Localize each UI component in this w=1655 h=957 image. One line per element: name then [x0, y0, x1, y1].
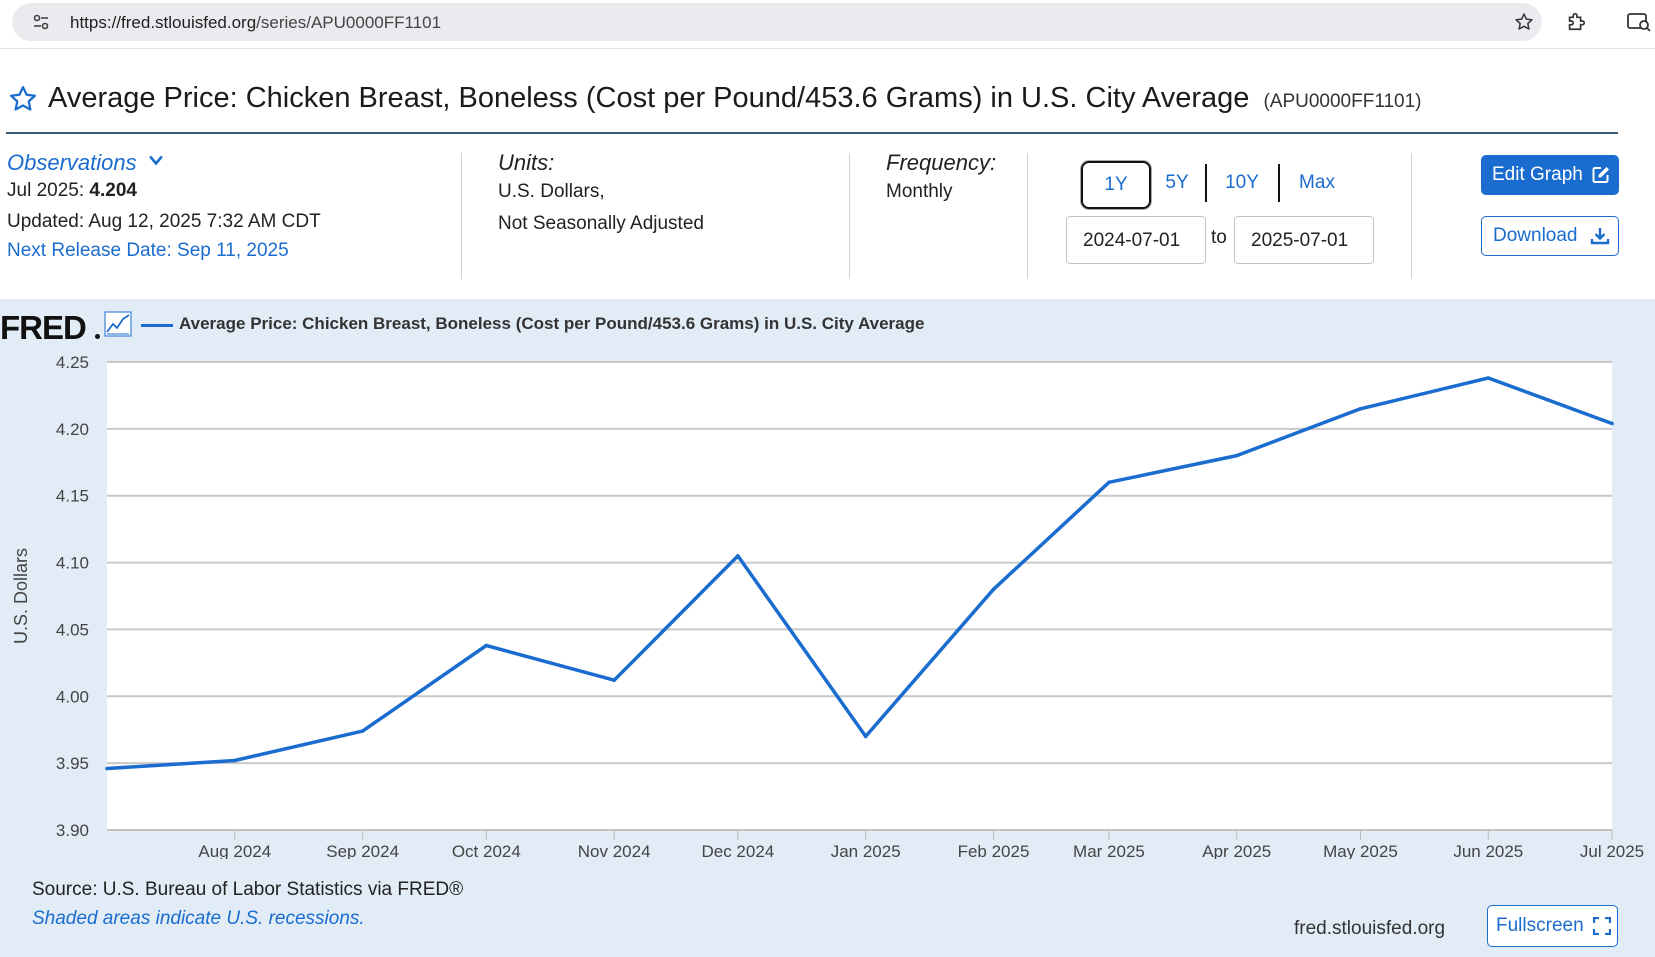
- y-tick-label: 3.90: [56, 821, 89, 840]
- data-point: [233, 758, 237, 763]
- latest-observation: Jul 2025: 4.204: [7, 180, 137, 202]
- column-divider: [1411, 153, 1412, 279]
- end-date-input[interactable]: 2025-07-01: [1234, 216, 1374, 264]
- data-point: [1610, 421, 1614, 426]
- units-line-2: Not Seasonally Adjusted: [498, 213, 704, 234]
- x-tick-label: Sep 2024: [326, 842, 399, 859]
- range-button-1y[interactable]: 1Y: [1081, 161, 1151, 209]
- y-tick-label: 3.95: [56, 754, 89, 773]
- legend-swatch: [141, 324, 173, 327]
- tab-search-icon[interactable]: [1627, 12, 1651, 32]
- download-button[interactable]: Download: [1481, 216, 1619, 256]
- frequency-panel: Frequency: Monthly: [886, 150, 997, 202]
- x-tick-label: Feb 2025: [958, 842, 1030, 859]
- observations-dropdown[interactable]: Observations: [7, 150, 165, 176]
- chevron-down-icon: [149, 155, 163, 166]
- data-point: [1234, 453, 1239, 458]
- legend-label: Average Price: Chicken Breast, Boneless …: [179, 314, 925, 333]
- updated-text: Updated: Aug 12, 2025 7:32 AM CDT: [7, 211, 321, 232]
- x-tick-label: May 2025: [1323, 842, 1398, 859]
- y-tick-label: 4.20: [56, 420, 89, 439]
- frequency-value: Monthly: [886, 181, 953, 202]
- column-divider: [849, 153, 850, 279]
- page-title: Average Price: Chicken Breast, Boneless …: [48, 82, 1422, 115]
- x-tick-label: Dec 2024: [701, 842, 774, 859]
- observations-link[interactable]: Observations: [7, 150, 137, 175]
- column-divider: [461, 153, 462, 279]
- series-title-text: Average Price: Chicken Breast, Boneless …: [48, 82, 1250, 114]
- edit-graph-label: Edit Graph: [1492, 164, 1583, 185]
- series-id: (APU0000FF1101): [1263, 91, 1422, 112]
- url-host: https://fred.stlouisfed.org: [70, 13, 257, 32]
- x-tick-label: Nov 2024: [578, 842, 651, 859]
- data-point: [1358, 407, 1363, 411]
- fred-site-url: fred.stlouisfed.org: [1294, 918, 1446, 939]
- range-button-5y[interactable]: 5Y: [1165, 172, 1189, 193]
- browser-toolbar: https://fred.stlouisfed.org/series/APU00…: [0, 0, 1655, 49]
- y-tick-label: 4.05: [56, 620, 89, 639]
- x-tick-label: Jul 2025: [1580, 842, 1644, 859]
- x-tick-label: Mar 2025: [1073, 842, 1145, 859]
- range-button-10y[interactable]: 10Y: [1225, 172, 1259, 193]
- units-panel: Units: U.S. Dollars, Not Seasonally Adju…: [498, 150, 704, 234]
- url-text: https://fred.stlouisfed.org/series/APU00…: [70, 13, 441, 33]
- data-point: [1486, 376, 1491, 380]
- range-separator: [1205, 164, 1207, 202]
- data-point: [863, 734, 868, 739]
- data-point: [736, 554, 740, 558]
- latest-observation-value: 4.204: [89, 180, 137, 201]
- y-tick-label: 4.10: [56, 554, 89, 573]
- range-button-max[interactable]: Max: [1299, 172, 1335, 193]
- title-divider: [6, 132, 1618, 134]
- recession-note: Shaded areas indicate U.S. recessions.: [32, 908, 365, 929]
- download-label: Download: [1493, 225, 1578, 246]
- y-tick-label: 4.00: [56, 687, 89, 706]
- line-chart: 3.90 3.95 4.00 4.05 4.10 4.15 4.20 4.25 Aug 2024…: [11, 353, 1644, 859]
- y-tick-label: 4.25: [56, 353, 89, 372]
- column-divider: [1027, 153, 1028, 279]
- line-chart-icon[interactable]: [104, 311, 132, 337]
- range-separator: [1278, 164, 1280, 202]
- date-to-label: to: [1211, 227, 1227, 248]
- extensions-puzzle-icon[interactable]: [1565, 10, 1587, 32]
- data-point: [1107, 480, 1111, 485]
- x-tick-label: Jun 2025: [1453, 842, 1523, 859]
- data-point: [612, 678, 616, 683]
- units-line-1: U.S. Dollars,: [498, 181, 605, 202]
- edit-icon: [1592, 167, 1609, 183]
- x-tick-label: Apr 2025: [1202, 842, 1271, 859]
- fred-logo-dot: [95, 334, 100, 339]
- chart-panel: FRED Average Price: Chicken Breast, Bone…: [0, 299, 1655, 957]
- fullscreen-icon: [1593, 917, 1611, 935]
- x-tick-label: Aug 2024: [198, 842, 271, 859]
- edit-graph-button[interactable]: Edit Graph: [1481, 155, 1619, 195]
- y-axis-label: U.S. Dollars: [11, 548, 31, 644]
- next-release-link[interactable]: Next Release Date: Sep 11, 2025: [7, 240, 289, 261]
- fred-logo: FRED: [0, 309, 87, 346]
- y-tick-label: 4.15: [56, 487, 89, 506]
- start-date-input[interactable]: 2024-07-01: [1066, 216, 1206, 264]
- bookmark-star-icon[interactable]: [1514, 12, 1534, 32]
- units-label: Units:: [498, 150, 555, 175]
- site-info-icon[interactable]: [32, 13, 50, 31]
- x-tick-label: Oct 2024: [452, 842, 521, 859]
- frequency-label: Frequency:: [886, 150, 997, 175]
- fullscreen-label: Fullscreen: [1496, 915, 1584, 936]
- data-point: [484, 643, 489, 648]
- x-tick-label: Jan 2025: [831, 842, 901, 859]
- plot-area: [107, 362, 1612, 830]
- data-point: [991, 587, 996, 592]
- data-point: [105, 766, 109, 771]
- source-text: Source: U.S. Bureau of Labor Statistics …: [32, 879, 464, 900]
- url-path: /series/APU0000FF1101: [256, 13, 442, 32]
- favorite-star-icon[interactable]: [8, 84, 38, 114]
- fullscreen-button[interactable]: Fullscreen: [1487, 905, 1618, 947]
- address-bar[interactable]: https://fred.stlouisfed.org/series/APU00…: [12, 3, 1542, 41]
- data-point: [360, 729, 365, 733]
- latest-observation-label: Jul 2025:: [7, 180, 90, 201]
- download-icon: [1590, 228, 1610, 245]
